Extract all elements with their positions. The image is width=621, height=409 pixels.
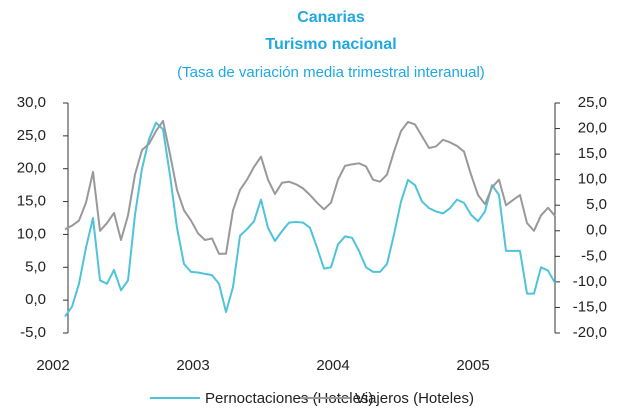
y-tick-label: 10,0 xyxy=(17,225,46,242)
y2-tick-label: -20,0 xyxy=(573,324,607,341)
y2-tick-label: -10,0 xyxy=(573,273,607,290)
y2-tick-label: 5,0 xyxy=(586,196,607,213)
y2-tick-label: 20,0 xyxy=(578,120,607,137)
y-tick-label: 30,0 xyxy=(17,94,46,111)
y-tick-label: -5,0 xyxy=(20,324,46,341)
series-line xyxy=(64,119,556,255)
chart-subtitle: Turismo nacional xyxy=(265,36,396,53)
y2-tick-label: -15,0 xyxy=(573,298,607,315)
y2-tick-label: 10,0 xyxy=(578,171,607,188)
series-line xyxy=(64,121,556,318)
legend-label: Pernoctaciones (Hoteles) xyxy=(205,390,373,407)
chart-note: (Tasa de variación media trimestral inte… xyxy=(177,64,485,81)
y-tick-label: 5,0 xyxy=(25,258,46,275)
y2-tick-label: -5,0 xyxy=(581,247,607,264)
y-tick-label: 25,0 xyxy=(17,127,46,144)
y-tick-label: 15,0 xyxy=(17,193,46,210)
x-tick-label: 2004 xyxy=(316,357,349,374)
y2-tick-label: 0,0 xyxy=(586,222,607,239)
chart-title: Canarias xyxy=(297,9,365,26)
y-tick-label: 20,0 xyxy=(17,160,46,177)
x-tick-label: 2003 xyxy=(176,357,209,374)
y-tick-label: 0,0 xyxy=(25,291,46,308)
y2-tick-label: 15,0 xyxy=(578,145,607,162)
x-tick-label: 2002 xyxy=(36,357,69,374)
legend-label: Viajeros (Hoteles) xyxy=(355,390,474,407)
y2-tick-label: 25,0 xyxy=(578,94,607,111)
x-tick-label: 2005 xyxy=(456,357,489,374)
